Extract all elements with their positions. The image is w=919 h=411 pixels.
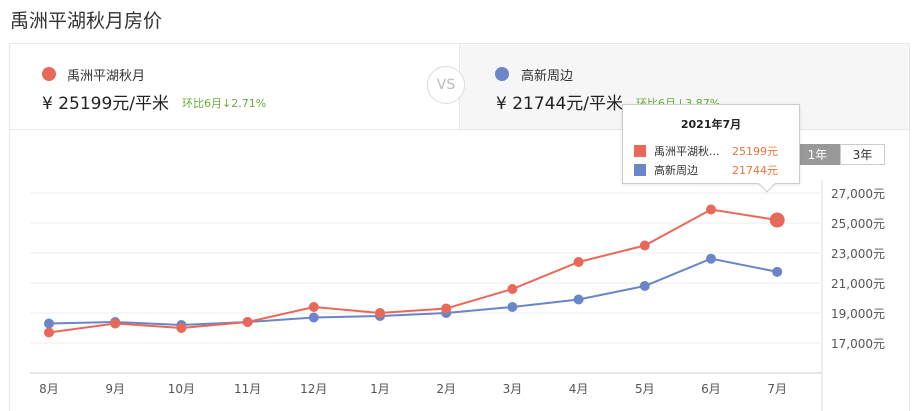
tooltip-label: 禹洲平湖秋... [654,145,720,158]
x-tick-label: 5月 [635,382,655,396]
tooltip-row: 禹洲平湖秋... 25199元 [634,143,778,159]
range-toggle: 1年 3年 [795,144,885,165]
x-tick-label: 9月 [105,382,125,396]
x-tick-label: 2月 [436,382,456,396]
tooltip-label: 高新周边 [654,164,698,177]
data-point[interactable] [441,303,452,314]
x-tick-label: 6月 [701,382,721,396]
series-dot-icon [42,67,56,81]
chart-tooltip: 2021年7月 禹洲平湖秋... 25199元 高新周边 21744元 [622,104,800,193]
data-point[interactable] [507,284,518,294]
y-tick-label: 19,000元 [831,307,885,321]
area-price: ¥ 21744元/平米 [496,94,624,114]
data-point[interactable] [110,318,121,329]
compare-row: 禹洲平湖秋月 ¥ 25199元/平米 环比6月↓2.71% 高新周边 ¥ 217… [10,44,909,130]
community-name: 禹洲平湖秋月 [67,69,146,84]
x-tick-label: 11月 [234,382,261,396]
area-name: 高新周边 [521,69,574,84]
tooltip-title: 2021年7月 [680,118,742,131]
data-point[interactable] [44,327,54,338]
data-point[interactable] [639,240,650,251]
series-line [48,208,778,334]
data-point[interactable] [573,294,584,305]
x-tick-label: 8月 [39,382,59,396]
x-tick-label: 10月 [168,382,195,396]
x-tick-label: 1月 [370,382,390,396]
page-title: 禹洲平湖秋月房价 [10,10,163,32]
data-point[interactable] [242,317,253,327]
range-3y-button[interactable]: 3年 [840,144,885,165]
data-point[interactable] [706,204,716,215]
data-point[interactable] [772,266,783,277]
data-point[interactable] [769,212,785,228]
vs-badge: VS [427,66,465,104]
community-change: 环比6月↓2.71% [182,97,267,110]
data-point[interactable] [375,308,385,318]
data-point[interactable] [706,253,716,264]
tooltip-row: 高新周边 21744元 [634,162,778,178]
y-tick-label: 25,000元 [831,217,885,231]
data-point[interactable] [176,323,187,333]
legend-swatch-icon [634,145,646,157]
data-point[interactable] [44,318,54,329]
series-dot-icon [495,67,509,81]
data-point[interactable] [507,302,518,312]
x-tick-label: 7月 [767,382,787,396]
data-point[interactable] [573,257,584,267]
x-tick-label: 4月 [569,382,589,396]
tooltip-value: 21744元 [732,164,778,177]
series-line [48,257,778,327]
price-card: 禹洲平湖秋月 ¥ 25199元/平米 环比6月↓2.71% 高新周边 ¥ 217… [9,43,910,411]
tooltip-value: 25199元 [732,145,778,158]
y-tick-label: 27,000元 [831,187,885,201]
data-point[interactable] [308,312,319,323]
x-tick-label: 12月 [300,382,327,396]
data-point[interactable] [639,281,650,291]
compare-left: 禹洲平湖秋月 ¥ 25199元/平米 环比6月↓2.71% [10,44,459,129]
legend-swatch-icon [634,164,646,176]
data-point[interactable] [308,302,319,312]
x-tick-label: 3月 [503,382,523,396]
y-tick-label: 23,000元 [831,247,885,261]
y-tick-label: 21,000元 [831,277,885,291]
community-price: ¥ 25199元/平米 [42,94,170,114]
range-1y-button[interactable]: 1年 [795,144,840,165]
y-tick-label: 17,000元 [831,337,885,351]
